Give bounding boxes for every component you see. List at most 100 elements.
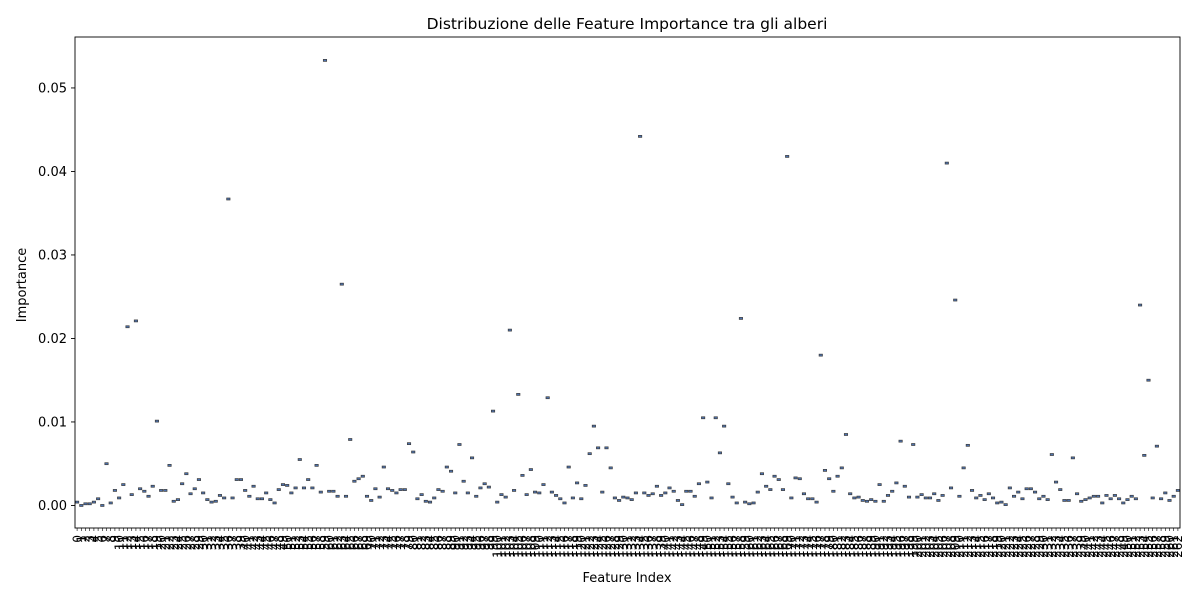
box-mark bbox=[797, 477, 802, 481]
box-mark bbox=[339, 282, 344, 286]
x-tick-label: 219 bbox=[990, 535, 1004, 558]
x-tick-label: 71 bbox=[369, 535, 383, 550]
x-tick-label: 122 bbox=[583, 535, 597, 558]
x-tick-label: 258 bbox=[1154, 535, 1168, 558]
x-tick-label: 179 bbox=[822, 535, 836, 558]
box-mark bbox=[974, 496, 979, 500]
box-mark bbox=[196, 478, 201, 481]
box-mark bbox=[247, 494, 252, 498]
box-mark bbox=[906, 495, 912, 499]
x-tick-label: 106 bbox=[516, 535, 530, 558]
x-tick-label: 150 bbox=[701, 535, 715, 558]
box-mark bbox=[364, 494, 370, 498]
box-mark bbox=[671, 489, 676, 493]
box-mark bbox=[385, 487, 391, 491]
box-mark bbox=[818, 353, 823, 357]
box-mark bbox=[163, 489, 168, 492]
box-mark bbox=[978, 494, 983, 497]
box-mark bbox=[747, 502, 752, 506]
box-mark bbox=[1100, 501, 1105, 505]
box-mark bbox=[100, 504, 105, 507]
x-tick-label: 121 bbox=[579, 535, 593, 558]
box-mark bbox=[923, 496, 928, 500]
box-mark bbox=[272, 501, 277, 505]
y-tick-label: 0.03 bbox=[38, 248, 67, 263]
x-tick-label: 10 bbox=[112, 535, 126, 550]
x-tick-label: 98 bbox=[482, 535, 496, 550]
x-tick-label: 11 bbox=[117, 535, 131, 550]
x-tick-label: 171 bbox=[789, 535, 803, 558]
x-tick-label: 212 bbox=[961, 535, 975, 558]
box-mark bbox=[940, 494, 945, 497]
box-mark bbox=[461, 479, 466, 483]
x-tick-label: 214 bbox=[969, 535, 983, 558]
box-mark bbox=[869, 498, 874, 501]
plot-frame bbox=[74, 36, 1181, 529]
x-tick-label: 257 bbox=[1150, 535, 1164, 558]
box-mark bbox=[327, 489, 332, 493]
box-mark bbox=[318, 490, 323, 494]
box-mark bbox=[301, 486, 307, 490]
x-tick-label: 256 bbox=[1146, 535, 1160, 558]
box-mark bbox=[554, 494, 559, 497]
x-tick-label: 88 bbox=[440, 535, 454, 550]
x-tick-label: 60 bbox=[322, 535, 336, 550]
x-tick-label: 181 bbox=[831, 535, 845, 558]
x-tick-label: 137 bbox=[646, 535, 660, 558]
x-tick-label: 67 bbox=[352, 535, 366, 550]
box-mark bbox=[457, 443, 462, 446]
box-mark bbox=[343, 494, 349, 498]
box-mark bbox=[621, 495, 626, 499]
box-mark bbox=[990, 496, 996, 500]
y-axis-label: Importance bbox=[15, 248, 30, 323]
box-mark bbox=[843, 433, 849, 436]
box-mark bbox=[121, 483, 126, 486]
box-mark bbox=[1024, 487, 1029, 491]
box-mark bbox=[520, 474, 525, 477]
x-tick-label: 48 bbox=[272, 535, 286, 550]
x-tick-label: 91 bbox=[453, 535, 467, 550]
x-tick-label: 136 bbox=[642, 535, 656, 558]
x-tick-label: 216 bbox=[978, 535, 992, 558]
box-mark bbox=[406, 442, 412, 446]
box-mark bbox=[188, 492, 193, 496]
box-mark bbox=[570, 496, 575, 500]
x-tick-label: 124 bbox=[591, 535, 605, 558]
x-tick-label: 96 bbox=[474, 535, 488, 550]
x-tick-label: 199 bbox=[906, 535, 920, 558]
box-mark bbox=[159, 489, 164, 492]
box-mark bbox=[839, 466, 844, 470]
x-tick-label: 49 bbox=[276, 535, 290, 550]
x-tick-label: 75 bbox=[385, 535, 399, 550]
x-tick-label: 114 bbox=[549, 535, 563, 558]
box-mark bbox=[390, 489, 395, 492]
x-tick-label: 160 bbox=[743, 535, 757, 558]
box-mark bbox=[1012, 494, 1017, 498]
x-tick-label: 202 bbox=[919, 535, 933, 558]
x-tick-label: 29 bbox=[192, 535, 206, 550]
x-tick-label: 120 bbox=[574, 535, 588, 558]
box-mark bbox=[293, 486, 298, 490]
box-mark bbox=[322, 59, 328, 62]
x-tick-label: 20 bbox=[154, 535, 168, 550]
x-tick-label: 119 bbox=[570, 535, 584, 558]
box-mark bbox=[112, 489, 117, 492]
box-mark bbox=[495, 500, 500, 504]
x-tick-label: 54 bbox=[297, 535, 311, 550]
box-mark bbox=[667, 486, 672, 490]
y-tick-label: 0.05 bbox=[38, 81, 67, 96]
box-mark bbox=[772, 474, 777, 478]
x-tick-label: 40 bbox=[238, 535, 252, 550]
box-mark bbox=[478, 486, 483, 490]
x-tick-label: 210 bbox=[953, 535, 967, 558]
x-tick-label: 99 bbox=[486, 535, 500, 550]
x-tick-label: 224 bbox=[1011, 535, 1025, 558]
x-tick-label: 64 bbox=[339, 535, 353, 550]
x-tick-label: 61 bbox=[327, 535, 341, 550]
y-tick-label: 0.04 bbox=[38, 165, 67, 180]
x-tick-label: 6 bbox=[96, 535, 110, 543]
box-mark bbox=[503, 495, 508, 499]
x-tick-label: 36 bbox=[222, 535, 236, 550]
x-tick-label: 228 bbox=[1028, 535, 1042, 558]
box-mark bbox=[688, 489, 693, 493]
